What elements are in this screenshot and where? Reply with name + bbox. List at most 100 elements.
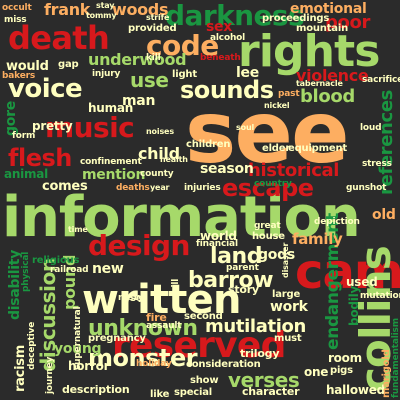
word: depiction (314, 217, 360, 227)
word: county (140, 169, 174, 179)
word: racism (13, 344, 28, 392)
word: reserved (112, 325, 286, 366)
word: kill (146, 53, 161, 63)
word: written (82, 277, 241, 323)
word: beneath (200, 53, 241, 63)
word: season (200, 161, 254, 177)
word: pigs (330, 365, 353, 376)
word: flesh (8, 144, 72, 172)
word: young (54, 341, 102, 357)
word: monster (88, 344, 198, 372)
word: elder (262, 143, 291, 154)
word: mutilation (205, 316, 307, 337)
word: like (150, 389, 170, 400)
word: mutation (360, 291, 400, 301)
word: noises (146, 127, 174, 136)
word: design (88, 229, 190, 262)
word: holiday (136, 359, 172, 369)
word: gods (258, 247, 295, 263)
word: voice (8, 74, 83, 104)
word: child (138, 144, 180, 163)
word: large (272, 289, 301, 300)
word: tabernacle (296, 79, 343, 88)
word: work (270, 299, 308, 315)
word: land (210, 244, 263, 269)
word: hallowed (326, 383, 386, 397)
word: room (328, 351, 362, 365)
word: used (346, 275, 378, 289)
word: frank (44, 0, 91, 19)
word: journey (45, 356, 55, 394)
word: railroad (50, 265, 89, 275)
word: trilogy (240, 347, 280, 360)
word: animal (4, 167, 49, 181)
word: religious (32, 255, 80, 266)
word: stay (96, 1, 115, 10)
word: consideration (186, 359, 261, 370)
word: country (254, 179, 292, 189)
word: character (242, 385, 300, 398)
word: financial (196, 239, 238, 249)
word: world (200, 229, 237, 243)
word: time (68, 225, 88, 234)
word: description (62, 383, 130, 396)
word: occult (2, 3, 32, 13)
word: escape (222, 174, 314, 202)
word: verses (228, 368, 300, 392)
word: health (160, 155, 188, 164)
word: physical (21, 251, 31, 292)
word: miss (4, 15, 27, 25)
word: pregnancy (88, 333, 146, 344)
word: pretty (32, 119, 73, 133)
word: see (185, 83, 349, 183)
word: must (274, 333, 302, 344)
word: fundamentalism (391, 318, 400, 398)
word: fire (146, 311, 167, 324)
word: quill (171, 278, 181, 300)
word: injuries (184, 183, 221, 193)
word: injury (92, 69, 121, 79)
word: soul (236, 123, 255, 132)
word: deaths (116, 183, 150, 193)
word: rusty (118, 293, 144, 303)
word: would (6, 59, 49, 74)
word: supernatural (73, 306, 83, 370)
word: man (122, 93, 156, 109)
word: sounds (180, 76, 274, 104)
word: house (252, 231, 285, 242)
word: violence (296, 66, 369, 85)
word: new (92, 261, 124, 277)
word: sex (206, 19, 233, 35)
word: poor (325, 12, 371, 33)
word: mention (82, 167, 146, 183)
word: special (174, 387, 213, 398)
word: barrow (188, 268, 274, 293)
word: loud (360, 123, 382, 133)
word: old (372, 207, 396, 223)
word: past (278, 89, 300, 99)
word: underwood (88, 50, 187, 69)
word: equipment (288, 143, 347, 154)
word: deceptive (27, 321, 37, 370)
word: historical (248, 160, 340, 181)
word: one (304, 365, 329, 379)
word: mountain (296, 23, 349, 34)
word: music (45, 111, 135, 144)
word: great (254, 221, 281, 231)
word: form (12, 131, 36, 141)
word: gap (58, 59, 79, 70)
word: sacrifice (362, 75, 400, 85)
word: children (186, 139, 231, 150)
word: assault (146, 321, 182, 331)
word: disaster (281, 242, 290, 278)
word: strife (146, 13, 170, 22)
word: emotional (290, 1, 367, 17)
word: references (376, 89, 397, 195)
word: parent (226, 263, 259, 273)
word: show (190, 375, 219, 386)
word: bodily (347, 285, 361, 326)
word: horror (68, 359, 110, 373)
word: cam (295, 244, 400, 300)
word: second (184, 311, 223, 322)
